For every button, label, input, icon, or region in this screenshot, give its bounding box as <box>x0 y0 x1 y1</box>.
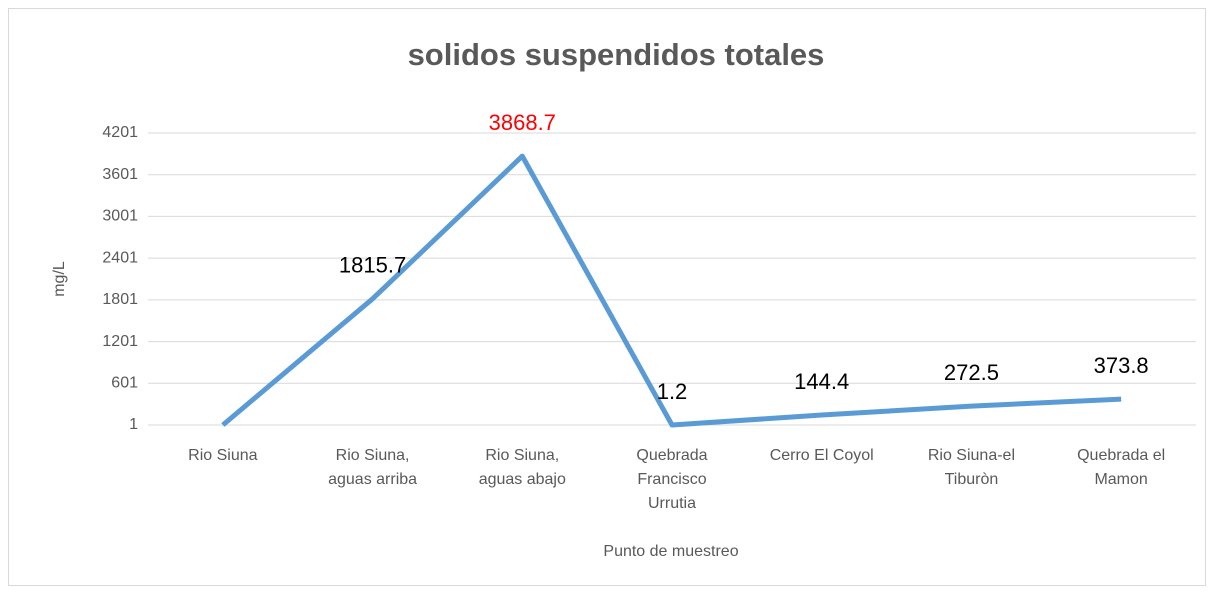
x-tick-label: Rio Siuna, aguas abajo <box>479 447 566 488</box>
data-label: 144.4 <box>794 369 849 394</box>
x-tick-label: Rio Siuna, aguas arriba <box>328 447 417 488</box>
data-label: 1.2 <box>657 379 688 404</box>
x-tick-label: Rio Siuna-el Tiburòn <box>928 447 1015 488</box>
x-tick-label-line: aguas arriba <box>328 471 417 488</box>
data-label: 272.5 <box>944 360 999 385</box>
x-tick-label-line: Quebrada <box>636 447 707 464</box>
x-tick-label: Quebrada el Mamon <box>1077 447 1165 488</box>
x-tick-label-line: Quebrada el <box>1077 447 1165 464</box>
x-axis-label: Punto de muestreo <box>603 543 738 560</box>
y-axis-label: mg/L <box>51 261 68 297</box>
x-tick-label-line: Mamon <box>1094 471 1147 488</box>
data-line <box>221 153 1122 428</box>
x-tick-label-line: Cerro El Coyol <box>770 447 874 464</box>
x-tick-label-line: Rio Siuna-el <box>928 447 1015 464</box>
x-tick-label-line: Francisco <box>637 471 706 488</box>
x-tick-label-line: Rio Siuna, <box>485 447 559 464</box>
y-tick-label: 1201 <box>102 333 138 350</box>
y-tick-label: 3001 <box>102 208 138 225</box>
x-tick-label-line: Tiburòn <box>945 471 999 488</box>
x-tick-label-line: Urrutia <box>648 495 696 512</box>
y-tick-label: 601 <box>111 375 138 392</box>
x-tick-label: Cerro El Coyol <box>770 447 874 464</box>
y-tick-label: 1 <box>129 416 138 433</box>
data-label: 373.8 <box>1094 353 1149 378</box>
y-tick-label: 3601 <box>102 166 138 183</box>
data-label: 3868.7 <box>489 110 556 135</box>
y-tick-label: 1801 <box>102 291 138 308</box>
x-tick-label-line: Rio Siuna <box>188 447 257 464</box>
y-tick-label: 2401 <box>102 249 138 266</box>
y-tick-label: 4201 <box>102 124 138 141</box>
data-label: 1815.7 <box>339 253 406 278</box>
x-tick-label: Quebrada Francisco Urrutia <box>636 447 707 512</box>
chart-border <box>8 8 1206 586</box>
x-tick-label-line: Rio Siuna, <box>336 447 410 464</box>
chart-title: solidos suspendidos totales <box>408 37 825 72</box>
x-tick-label-line: aguas abajo <box>479 471 566 488</box>
x-tick-label: Rio Siuna <box>188 447 257 464</box>
